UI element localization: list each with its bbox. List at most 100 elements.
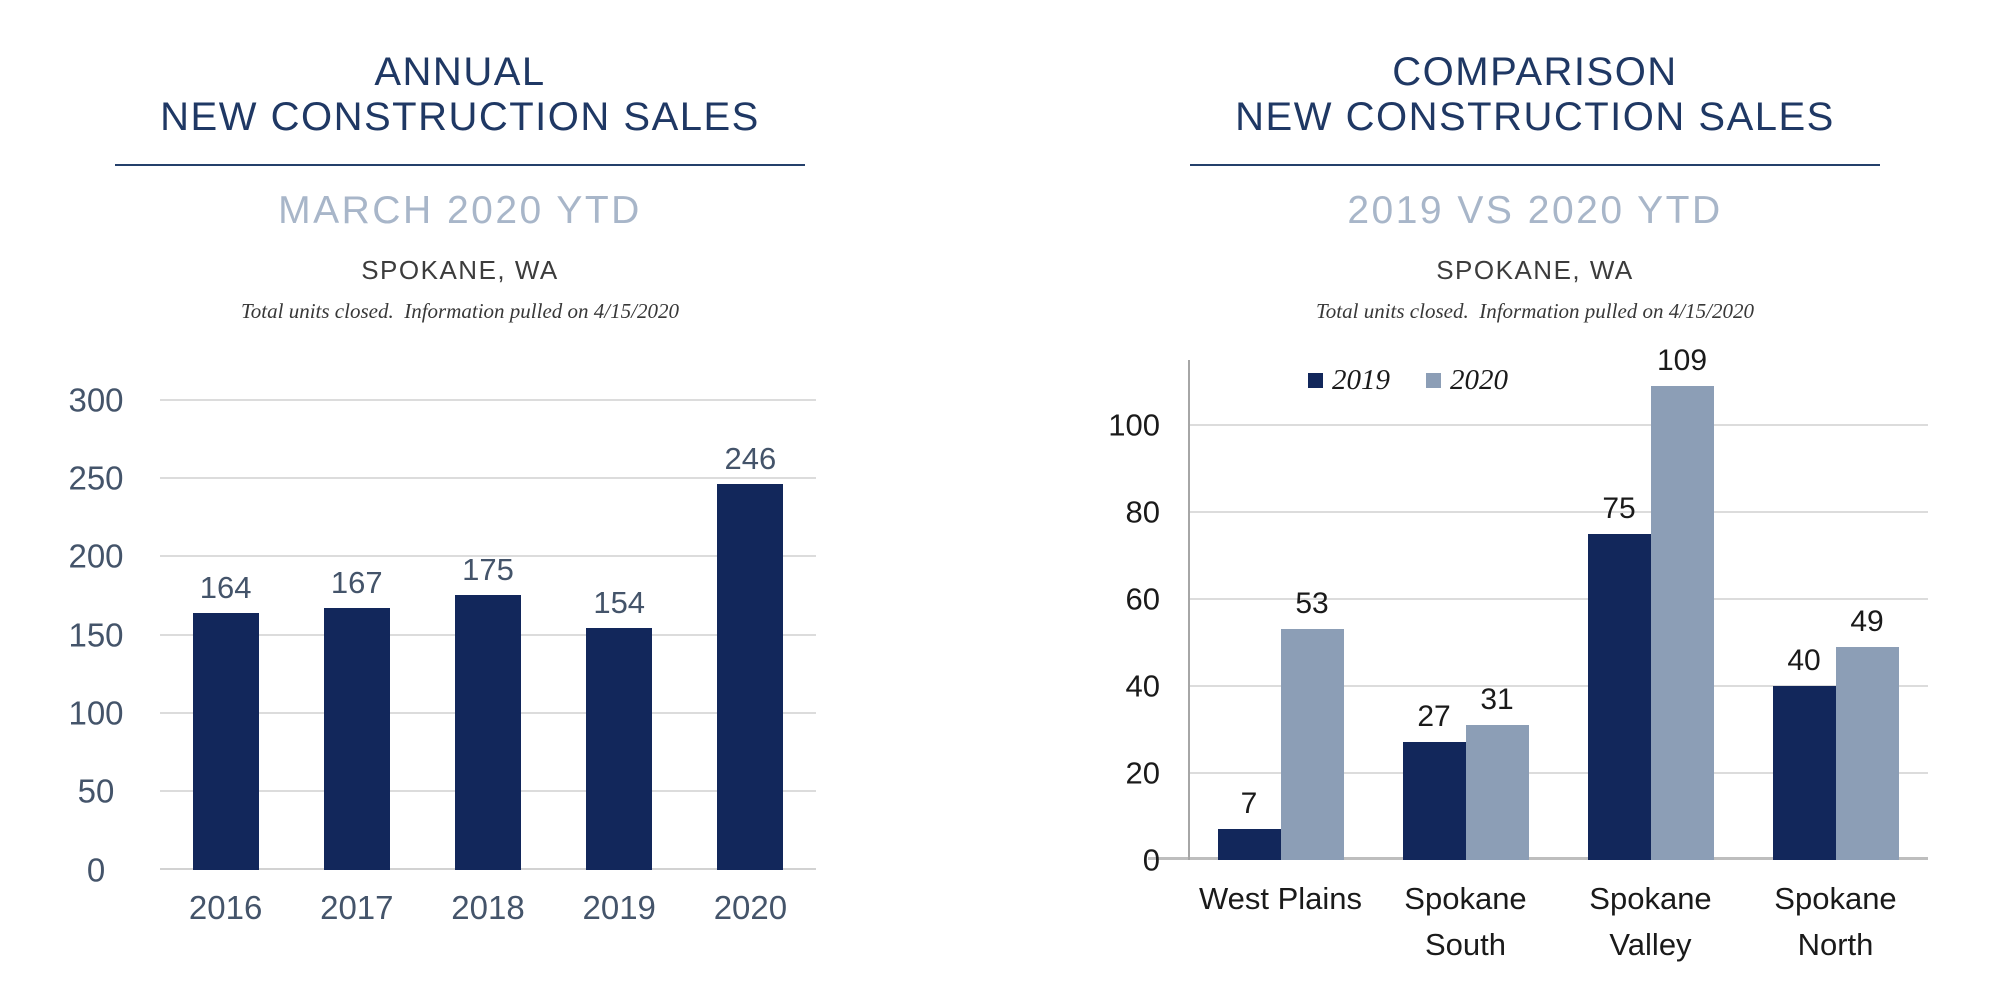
- x-label-text-2016: 2016: [188, 888, 263, 926]
- bar-2019-west-plains: [1217, 829, 1281, 860]
- y-tick-label-0: 0: [86, 851, 106, 889]
- x-label-2018: 2018: [422, 888, 553, 928]
- comparison-chart-subtitle: 2019 VS 2020 YTD: [1347, 188, 1723, 232]
- data-label-2020: 246: [724, 441, 777, 477]
- bar-wrap-2019-spokane-south: 27: [1402, 700, 1466, 860]
- legend-swatch-2020: [1426, 372, 1441, 388]
- bar-2020: [717, 484, 784, 870]
- bar-group-spokane-north: 40 49: [1772, 604, 1899, 860]
- bar-2020-spokane-north: [1835, 646, 1899, 860]
- bar-2019-spokane-south: [1402, 742, 1466, 860]
- data-label-2019-spokane-valley: 75: [1602, 491, 1636, 525]
- bars-row: 7 53 27 31 75 109 40 49: [1188, 345, 1928, 860]
- annual-bar-chart: 0 50 100 150 200 250 300 164 167 175 154 246 2016 201…: [60, 383, 1000, 928]
- category-slot-west-plains: 7 53: [1188, 360, 1373, 860]
- bar-2019-spokane-north: [1772, 685, 1836, 860]
- bar-wrap-2019-spokane-north: 40: [1772, 645, 1836, 860]
- bar-wrap-2017: 167: [323, 564, 390, 870]
- bar-2020-spokane-south: [1465, 724, 1529, 860]
- gridline-100: [1188, 423, 1928, 426]
- category-slot-2019: 154: [554, 400, 685, 870]
- comparison-chart-title: COMPARISON NEW CONSTRUCTION SALES: [1070, 50, 2000, 140]
- data-label-2017: 167: [330, 564, 383, 600]
- bar-wrap-2016: 164: [192, 572, 259, 870]
- x-label-text-spokane-south: Spokane South: [1404, 880, 1527, 963]
- annual-title-line2: NEW CONSTRUCTION SALES: [160, 94, 760, 139]
- bar-2019: [586, 628, 653, 870]
- x-label-2017: 2017: [291, 888, 422, 928]
- bar-2020-west-plains: [1280, 629, 1344, 860]
- annual-chart-panel: ANNUAL NEW CONSTRUCTION SALES MARCH 2020 …: [0, 50, 1000, 928]
- annual-chart-subtitle: MARCH 2020 YTD: [278, 188, 642, 232]
- y-tick-label-80: 80: [1125, 494, 1160, 530]
- gridline-300: [160, 398, 816, 401]
- title-divider: [1190, 163, 1880, 166]
- y-tick-label-60: 60: [1125, 581, 1160, 617]
- x-label-text-2018: 2018: [451, 888, 525, 926]
- x-label-spokane-north: Spokane North: [1743, 876, 1928, 969]
- gridline-80: [1188, 510, 1928, 513]
- gridline-250: [160, 476, 816, 479]
- bar-wrap-2020-spokane-north: 49: [1835, 604, 1899, 860]
- y-tick-label-300: 300: [68, 381, 124, 419]
- legend: 2019 2020: [1308, 363, 1508, 396]
- bar-wrap-2018: 175: [455, 552, 521, 870]
- category-slot-2017: 167: [291, 400, 422, 870]
- data-label-2019: 154: [593, 585, 646, 621]
- title-divider: [115, 163, 805, 166]
- bar-group-spokane-valley: 75 109: [1587, 343, 1714, 860]
- y-tick-label-50: 50: [77, 772, 115, 810]
- data-label-2019-west-plains: 7: [1240, 787, 1258, 821]
- category-slot-spokane-north: 40 49: [1743, 360, 1928, 860]
- 2019-vs-2020-ytd-plot-area: 0 20 40 60 80 100 7 53 27 31 75 109 40 49 2019 2020: [1108, 345, 1928, 875]
- data-label-2020-spokane-valley: 109: [1656, 343, 1708, 377]
- y-tick-label-150: 150: [68, 616, 124, 654]
- x-label-2020: 2020: [685, 888, 816, 928]
- bar-group-2018: 175: [455, 552, 521, 870]
- gridline-40: [1188, 684, 1928, 687]
- bar-wrap-2020-spokane-valley: 109: [1650, 343, 1714, 860]
- comparison-title-line2: NEW CONSTRUCTION SALES: [1235, 94, 1835, 139]
- bar-2018: [455, 595, 521, 870]
- comparison-chart-note: Total units closed. Information pulled o…: [1316, 298, 1754, 323]
- y-tick-label-40: 40: [1125, 668, 1160, 704]
- data-label-2020-spokane-south: 31: [1480, 682, 1514, 716]
- comparison-chart-panel: COMPARISON NEW CONSTRUCTION SALES 2019 VS…: [1000, 0, 2000, 992]
- y-tick-label-200: 200: [68, 537, 124, 575]
- category-slot-2018: 175: [422, 400, 553, 870]
- category-slot-spokane-valley: 75 109: [1558, 345, 1743, 860]
- bar-group-2016: 164: [192, 572, 259, 870]
- bar-2017: [323, 607, 390, 870]
- x-label-text-2019: 2019: [582, 888, 656, 926]
- gridline-20: [1188, 771, 1928, 774]
- march-2020-ytd-plot-area: 0 50 100 150 200 250 300 164 167 175 154 246: [68, 383, 816, 886]
- bar-2020-spokane-valley: [1650, 385, 1714, 860]
- bar-wrap-2019-west-plains: 7: [1217, 787, 1281, 860]
- annual-chart-location: SPOKANE, WA: [361, 254, 559, 285]
- annual-chart-header: ANNUAL NEW CONSTRUCTION SALES MARCH 2020 …: [0, 50, 1000, 324]
- gridline-60: [1188, 597, 1928, 600]
- comparison-title-line1: COMPARISON: [1392, 50, 1678, 94]
- bar-wrap-2020-spokane-south: 31: [1465, 682, 1529, 860]
- category-slot-2016: 164: [160, 400, 291, 870]
- x-axis-baseline: [1148, 856, 1928, 860]
- data-label-2019-spokane-south: 27: [1417, 700, 1451, 734]
- category-slot-2020: 246: [685, 400, 816, 870]
- x-label-west-plains: West Plains: [1188, 876, 1373, 969]
- data-label-2020-spokane-north: 49: [1850, 604, 1884, 638]
- x-axis-labels: 2016 2017 2018 2019 2020: [160, 888, 816, 928]
- x-axis-labels: West Plains Spokane South Spokane Valley Sp…: [1188, 876, 1928, 969]
- bar-2016: [192, 612, 259, 870]
- bar-group-2020: 246: [717, 441, 784, 870]
- data-label-2020-west-plains: 53: [1295, 587, 1329, 621]
- bar-group-spokane-south: 27 31: [1402, 682, 1529, 860]
- data-label-2018: 175: [462, 552, 514, 588]
- legend-label-2020: 2020: [1450, 363, 1508, 396]
- annual-title-line1: ANNUAL: [374, 50, 546, 94]
- bar-wrap-2020: 246: [717, 441, 784, 870]
- legend-swatch-2019: [1308, 372, 1323, 388]
- y-tick-label-100: 100: [1108, 407, 1160, 443]
- bar-group-west-plains: 7 53: [1217, 587, 1344, 860]
- bar-2019-spokane-valley: [1587, 533, 1651, 860]
- category-slot-spokane-south: 27 31: [1373, 360, 1558, 860]
